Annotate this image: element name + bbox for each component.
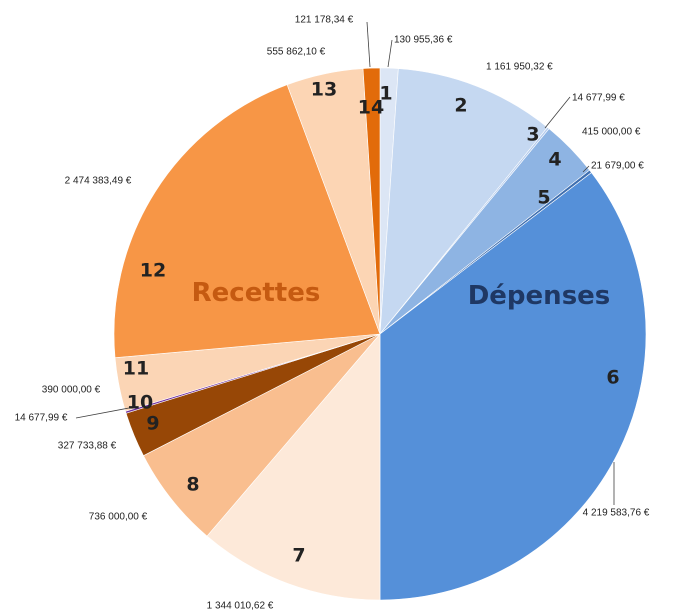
slice-number-8: 8 — [186, 474, 199, 496]
slice-number-1: 1 — [379, 83, 392, 105]
slice-number-12: 12 — [140, 260, 166, 282]
pie-slice-2 — [379, 68, 548, 335]
slice-number-5: 5 — [537, 187, 550, 209]
pie-slices — [113, 67, 647, 601]
value-label-10: 14 677,99 € — [15, 413, 68, 424]
pie-slice-12 — [113, 84, 381, 359]
value-label-4: 415 000,00 € — [582, 127, 641, 138]
leader-line-10 — [75, 407, 130, 419]
leader-line-5 — [582, 165, 590, 173]
group-labels: Recettes Dépenses — [192, 278, 611, 311]
slice-number-9: 9 — [146, 413, 159, 435]
group-label-recettes: Recettes — [192, 278, 321, 308]
leader-line-3 — [544, 96, 571, 129]
slice-number-11: 11 — [123, 358, 149, 380]
group-label-depenses: Dépenses — [468, 281, 611, 311]
slice-number-2: 2 — [454, 95, 467, 117]
value-label-11: 390 000,00 € — [42, 385, 101, 396]
slice-number-13: 13 — [311, 79, 337, 101]
value-label-9: 327 733,88 € — [58, 441, 117, 452]
pie-slice-7 — [206, 333, 381, 601]
value-label-1: 130 955,36 € — [394, 35, 453, 46]
leader-line-1 — [387, 39, 393, 68]
slice-number-10: 10 — [127, 392, 153, 414]
leader-line-14 — [366, 21, 371, 68]
value-label-13: 555 862,10 € — [267, 47, 326, 58]
value-label-3: 14 677,99 € — [572, 93, 625, 104]
value-label-14: 121 178,34 € — [295, 15, 354, 26]
slice-number-3: 3 — [526, 124, 539, 146]
value-label-7: 1 344 010,62 € — [207, 601, 274, 611]
value-label-8: 736 000,00 € — [89, 512, 148, 523]
pie-slice-6 — [379, 172, 647, 601]
slice-number-7: 7 — [292, 545, 305, 567]
value-label-2: 1 161 950,32 € — [486, 62, 553, 73]
pie-slice-14 — [362, 67, 381, 335]
slice-number-4: 4 — [548, 149, 561, 171]
slice-number-14: 14 — [358, 97, 384, 119]
value-label-6: 4 219 583,76 € — [583, 508, 650, 519]
value-label-5: 21 679,00 € — [591, 161, 644, 172]
value-labels: 130 955,36 €1 161 950,32 €14 677,99 €415… — [15, 15, 650, 611]
value-label-12: 2 474 383,49 € — [65, 176, 132, 187]
slice-number-6: 6 — [606, 367, 619, 389]
leader-lines — [75, 21, 615, 505]
